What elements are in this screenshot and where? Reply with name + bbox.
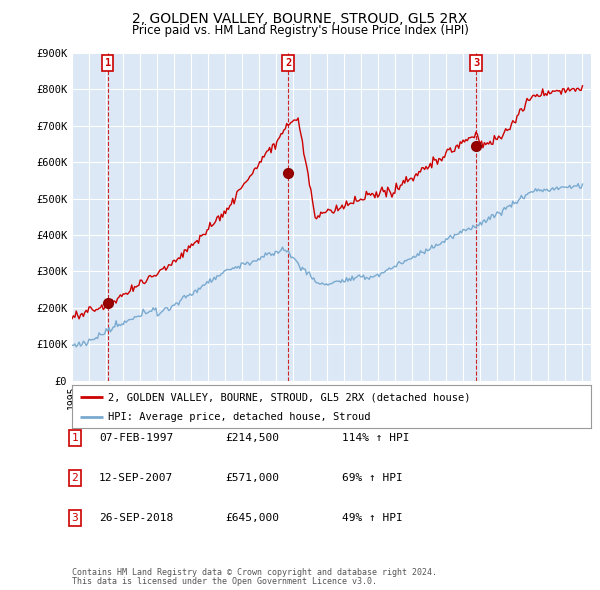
Text: £214,500: £214,500 [225, 433, 279, 442]
Text: 26-SEP-2018: 26-SEP-2018 [99, 513, 173, 523]
Text: 07-FEB-1997: 07-FEB-1997 [99, 433, 173, 442]
Text: This data is licensed under the Open Government Licence v3.0.: This data is licensed under the Open Gov… [72, 578, 377, 586]
Text: Contains HM Land Registry data © Crown copyright and database right 2024.: Contains HM Land Registry data © Crown c… [72, 568, 437, 577]
Text: 3: 3 [473, 58, 479, 68]
Text: 114% ↑ HPI: 114% ↑ HPI [342, 433, 409, 442]
Text: 2, GOLDEN VALLEY, BOURNE, STROUD, GL5 2RX: 2, GOLDEN VALLEY, BOURNE, STROUD, GL5 2R… [133, 12, 467, 26]
Text: £645,000: £645,000 [225, 513, 279, 523]
Text: 2, GOLDEN VALLEY, BOURNE, STROUD, GL5 2RX (detached house): 2, GOLDEN VALLEY, BOURNE, STROUD, GL5 2R… [109, 392, 471, 402]
Text: 1: 1 [71, 433, 79, 442]
Text: 2: 2 [71, 473, 79, 483]
Text: 2: 2 [285, 58, 291, 68]
Text: Price paid vs. HM Land Registry's House Price Index (HPI): Price paid vs. HM Land Registry's House … [131, 24, 469, 37]
Text: £571,000: £571,000 [225, 473, 279, 483]
Text: 3: 3 [71, 513, 79, 523]
Text: 1: 1 [104, 58, 111, 68]
Text: 12-SEP-2007: 12-SEP-2007 [99, 473, 173, 483]
Text: 69% ↑ HPI: 69% ↑ HPI [342, 473, 403, 483]
Text: 49% ↑ HPI: 49% ↑ HPI [342, 513, 403, 523]
Text: HPI: Average price, detached house, Stroud: HPI: Average price, detached house, Stro… [109, 412, 371, 422]
